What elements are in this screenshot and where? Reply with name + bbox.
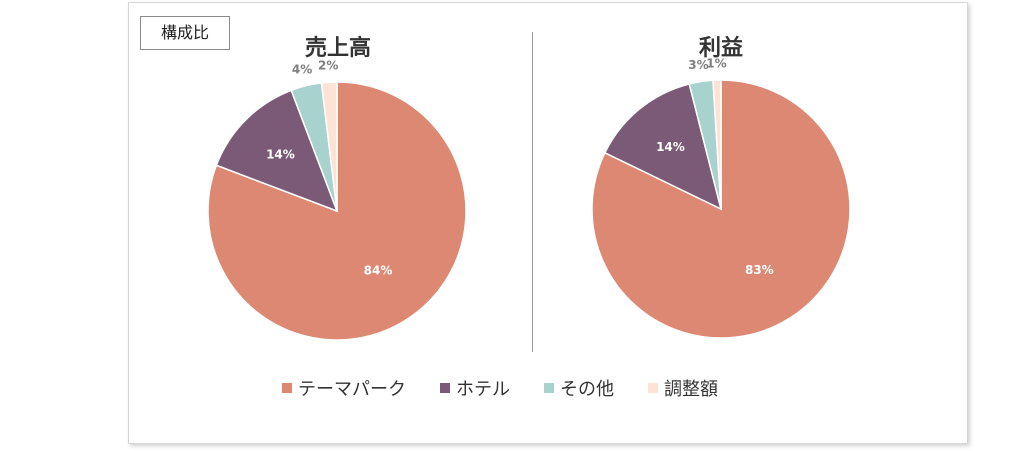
legend-item: 調整額 xyxy=(648,375,718,401)
pie-data-label: 2% xyxy=(318,58,338,72)
legend-label: テーマパーク xyxy=(298,379,406,400)
composition-tag: 構成比 xyxy=(140,16,230,50)
pie-slice-2 xyxy=(215,89,339,213)
pie-data-label: 84% xyxy=(364,263,393,277)
pie-data-label: 3% xyxy=(688,58,708,72)
legend-item: その他 xyxy=(544,375,614,401)
pie-data-label: 83% xyxy=(745,263,774,277)
legend-label: その他 xyxy=(560,379,614,400)
legend-swatch xyxy=(440,383,450,393)
pie-slice-4 xyxy=(712,79,722,210)
chart-title-profit: 利益 xyxy=(698,36,743,61)
pie-data-label: 1% xyxy=(706,56,726,70)
legend-item: ホテル xyxy=(440,375,510,401)
legend: テーマパーク ホテル その他 調整額 xyxy=(282,373,718,403)
pie-data-label: 14% xyxy=(656,140,685,154)
pie-slice-4 xyxy=(320,81,338,212)
legend-label: ホテル xyxy=(456,379,510,400)
legend-swatch xyxy=(282,383,292,393)
pie-slice-1 xyxy=(207,81,467,341)
legend-item: テーマパーク xyxy=(282,375,406,401)
legend-swatch xyxy=(648,383,658,393)
chart-divider xyxy=(532,32,533,352)
pie-data-label: 4% xyxy=(292,62,312,76)
pie-data-label: 14% xyxy=(266,147,295,161)
chart-title-sales: 売上高 xyxy=(304,36,371,61)
legend-swatch xyxy=(544,383,554,393)
legend-label: 調整額 xyxy=(664,379,718,400)
pie-slice-2 xyxy=(603,83,723,211)
